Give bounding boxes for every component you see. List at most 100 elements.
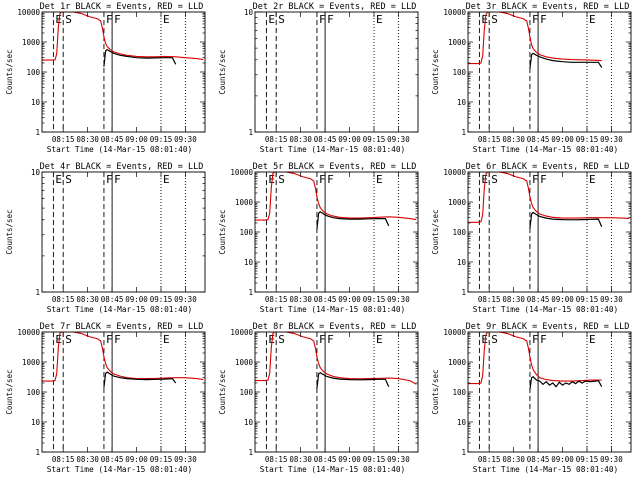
event-marker-label: F <box>540 13 547 26</box>
x-tick-label: 09:15 <box>150 295 173 304</box>
detector-panel: Det 7r BLACK = Events, RED = LLD E S F F E 1 10… <box>0 320 213 480</box>
x-tick-label: 09:15 <box>363 295 386 304</box>
lld-series-line <box>42 12 204 61</box>
x-tick-label: 08:45 <box>527 135 550 144</box>
y-tick-label: 1000 <box>448 358 467 367</box>
lld-series-line <box>468 12 602 65</box>
event-marker-label: F <box>327 173 334 186</box>
y-tick-label: 10 <box>457 258 467 267</box>
event-marker-label: F <box>532 13 539 26</box>
x-tick-label: 08:45 <box>101 295 124 304</box>
x-axis-title: Start Time (14-Mar-15 08:01:40) <box>47 465 193 474</box>
y-tick-label: 10000 <box>443 328 466 337</box>
lld-series-line <box>468 332 602 385</box>
detector-panel: Det 6r BLACK = Events, RED = LLD E S F F E 1 10… <box>426 160 639 320</box>
x-tick-label: 09:30 <box>174 135 197 144</box>
event-marker-label: S <box>491 173 498 186</box>
detector-panel: Det 1r BLACK = Events, RED = LLD E S F F E 1 10… <box>0 0 213 160</box>
series-group <box>255 332 417 389</box>
x-axis-title: Start Time (14-Mar-15 08:01:40) <box>47 145 193 154</box>
x-axis-title: Start Time (14-Mar-15 08:01:40) <box>473 305 619 314</box>
event-marker-label: F <box>532 333 539 346</box>
x-tick-label: 08:30 <box>502 135 525 144</box>
event-marker-label: E <box>163 13 170 26</box>
x-tick-label: 09:30 <box>174 295 197 304</box>
x-tick-label: 08:45 <box>527 295 550 304</box>
plot-frame <box>254 171 419 293</box>
events-series-line <box>529 211 603 229</box>
y-tick-label: 10 <box>244 8 254 17</box>
x-tick-label: 09:30 <box>174 455 197 464</box>
x-tick-label: 09:30 <box>387 295 410 304</box>
y-tick-label: 100 <box>239 228 253 237</box>
y-tick-label: 1 <box>248 288 253 297</box>
x-tick-label: 08:15 <box>52 295 75 304</box>
chart-title: Det 5r BLACK = Events, RED = LLD <box>253 162 417 172</box>
x-tick-label: 09:00 <box>338 295 361 304</box>
plot-frame <box>467 331 632 453</box>
x-tick-label: 08:30 <box>289 455 312 464</box>
x-tick-label: 08:45 <box>101 135 124 144</box>
series-group <box>42 12 204 67</box>
x-tick-label: 08:30 <box>76 295 99 304</box>
y-tick-label: 10 <box>31 98 41 107</box>
event-marker-label: S <box>65 13 72 26</box>
y-axis-title: Counts/sec <box>218 209 227 254</box>
x-tick-label: 09:30 <box>600 295 623 304</box>
x-axis-title: Start Time (14-Mar-15 08:01:40) <box>260 305 406 314</box>
y-tick-label: 1 <box>248 448 253 457</box>
plot-frame <box>41 11 206 133</box>
event-marker-label: F <box>327 13 334 26</box>
x-axis-title: Start Time (14-Mar-15 08:01:40) <box>473 145 619 154</box>
y-tick-label: 100 <box>26 68 40 77</box>
detector-panel: Det 8r BLACK = Events, RED = LLD E S F F E 1 10… <box>213 320 426 480</box>
x-tick-label: 09:30 <box>387 455 410 464</box>
y-axis-title: Counts/sec <box>5 49 14 94</box>
event-marker-label: S <box>278 173 285 186</box>
x-tick-label: 09:15 <box>576 455 599 464</box>
y-tick-label: 1 <box>35 128 40 137</box>
lld-series-line <box>255 332 417 385</box>
x-tick-label: 09:30 <box>600 135 623 144</box>
detector-panel: Det 2r BLACK = Events, RED = LLD E S F F E 1 10… <box>213 0 426 160</box>
x-tick-label: 08:15 <box>265 135 288 144</box>
chart-title: Det 4r BLACK = Events, RED = LLD <box>40 162 204 172</box>
plot-frame <box>254 331 419 453</box>
events-series-line <box>103 48 177 67</box>
y-tick-label: 100 <box>452 228 466 237</box>
lld-series-line <box>255 172 417 221</box>
y-tick-label: 100 <box>239 388 253 397</box>
detector-panel: Det 3r BLACK = Events, RED = LLD E S F F E 1 10… <box>426 0 639 160</box>
x-tick-label: 09:00 <box>551 135 574 144</box>
y-axis-title: Counts/sec <box>431 209 440 254</box>
x-axis-title: Start Time (14-Mar-15 08:01:40) <box>47 305 193 314</box>
y-tick-label: 10 <box>457 98 467 107</box>
y-axis-title: Counts/sec <box>431 369 440 414</box>
y-tick-label: 1 <box>35 448 40 457</box>
y-axis-title: Counts/sec <box>218 369 227 414</box>
plot-frame <box>41 171 206 293</box>
event-marker-label: E <box>163 333 170 346</box>
x-tick-label: 08:15 <box>52 135 75 144</box>
x-tick-label: 08:30 <box>289 135 312 144</box>
event-marker-label: E <box>481 13 488 26</box>
y-tick-label: 1000 <box>235 198 254 207</box>
event-marker-label: E <box>268 13 275 26</box>
y-axis-title: Counts/sec <box>5 369 14 414</box>
y-tick-label: 100 <box>452 68 466 77</box>
x-tick-label: 09:00 <box>338 455 361 464</box>
event-marker-label: E <box>55 173 62 186</box>
event-marker-label: E <box>481 173 488 186</box>
y-tick-label: 100 <box>26 388 40 397</box>
events-series-line <box>529 376 603 390</box>
event-marker-label: F <box>319 173 326 186</box>
y-tick-label: 10 <box>457 418 467 427</box>
x-tick-label: 09:00 <box>551 455 574 464</box>
y-tick-label: 10000 <box>443 168 466 177</box>
